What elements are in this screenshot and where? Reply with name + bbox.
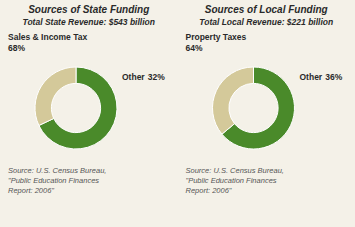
slice-label: Other	[300, 72, 323, 82]
data-label: 68%	[8, 43, 25, 53]
panel: Sources of Local Funding Total Local Reve…	[186, 4, 343, 195]
panel: Sources of State Funding Total State Reve…	[8, 4, 165, 195]
data-label: 36%	[325, 72, 342, 82]
data-label: 64%	[186, 43, 203, 53]
source-note: Report: 2006"	[186, 186, 232, 195]
figure: Sources of State Funding Total State Reve…	[0, 0, 355, 227]
donut-slice	[35, 67, 76, 125]
donut-slice	[213, 67, 254, 134]
source-note: "Public Education Finances	[8, 176, 99, 185]
slice-label: Other	[122, 72, 145, 82]
source-note: Source: U.S. Census Bureau,	[186, 166, 284, 175]
slice-label: Property Taxes	[186, 32, 247, 42]
source-note: Report: 2006"	[8, 186, 54, 195]
subtitle: Total Local Revenue: $221 billion	[199, 17, 333, 27]
subtitle: Total State Revenue: $543 billion	[23, 17, 155, 27]
slice-label: Sales & Income Tax	[8, 32, 87, 42]
data-label: 32%	[148, 72, 165, 82]
source-note: "Public Education Finances	[186, 176, 277, 185]
background	[0, 0, 355, 227]
title: Sources of State Funding	[28, 4, 149, 15]
title: Sources of Local Funding	[205, 4, 328, 15]
source-note: Source: U.S. Census Bureau,	[8, 166, 106, 175]
